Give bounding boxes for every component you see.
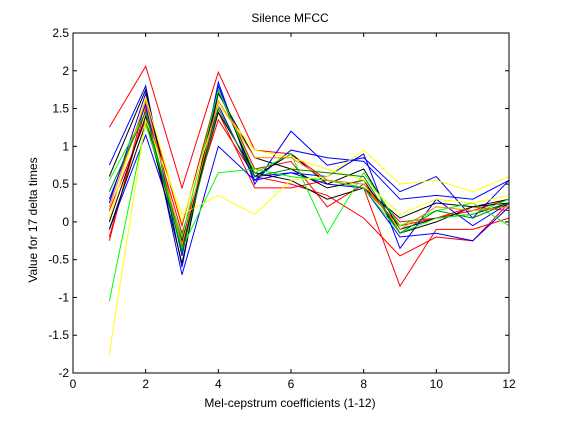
y-tick-label: -2 <box>58 366 69 380</box>
series-line-17 <box>108 107 510 253</box>
chart-title: Silence MFCC <box>251 11 329 25</box>
series-line-1 <box>108 64 510 227</box>
y-tick-label: 1 <box>62 139 69 153</box>
series-layer <box>108 64 510 355</box>
y-tick-label: -1.5 <box>48 328 69 342</box>
x-axis-label: Mel-cepstrum coefficients (1-12) <box>204 396 375 410</box>
series-line-12 <box>108 88 510 302</box>
x-tick-label: 0 <box>70 377 77 391</box>
series-line-4 <box>108 88 510 241</box>
axes-layer: 0 2 4 6 8 10 12 -2 -1.5 -1 -0.5 0 0.5 1 1.5 2 2.5 <box>48 26 516 391</box>
x-tick-label: 8 <box>360 377 367 391</box>
series-line-16 <box>108 99 510 245</box>
y-tick-label: 2 <box>62 64 69 78</box>
y-tick-label: 0.5 <box>52 177 69 191</box>
y-tick-label: 0 <box>62 215 69 229</box>
series-line-14 <box>108 117 510 355</box>
x-tick-label: 10 <box>430 377 444 391</box>
series-line-15 <box>108 95 510 224</box>
y-tick-label: 2.5 <box>52 26 69 40</box>
series-line-6 <box>108 103 510 275</box>
y-tick-label: -0.5 <box>48 253 69 267</box>
y-tick-label: 1.5 <box>52 102 69 116</box>
y-axis-label: Value for 17 delta times <box>26 157 40 282</box>
y-tick-label: -1 <box>58 290 69 304</box>
x-tick-label: 6 <box>288 377 295 391</box>
x-tick-label: 4 <box>215 377 222 391</box>
x-tick-label: 2 <box>142 377 149 391</box>
x-tick-label: 12 <box>502 377 516 391</box>
